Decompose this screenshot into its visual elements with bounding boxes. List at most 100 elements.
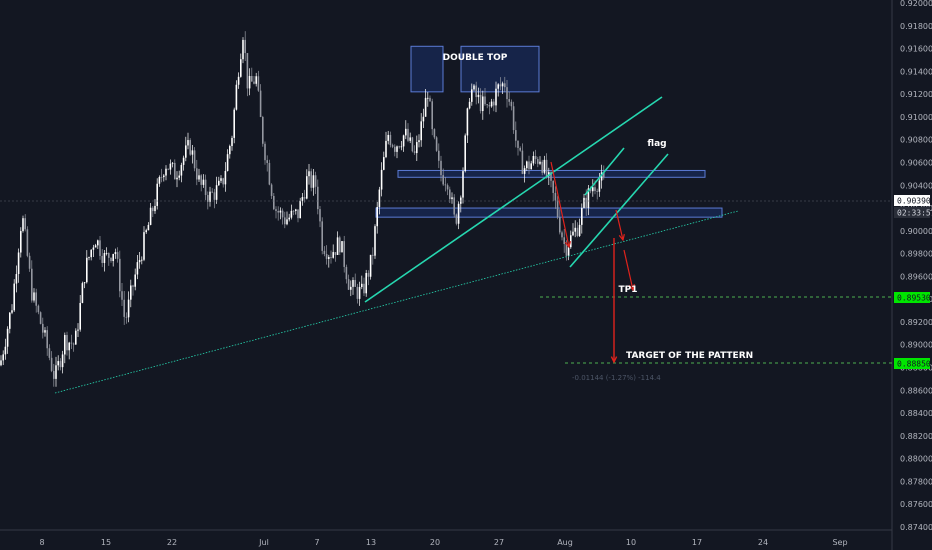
candle-body [114,252,117,254]
candle-body [303,197,306,199]
candle-body [484,96,486,105]
y-tick-label: 0.89600 [900,272,932,281]
candle-body [334,252,337,255]
candle-body [488,105,491,107]
candle-body [585,197,587,208]
time-axis[interactable]: 8 15 22 Jul 7 13 20 27 Aug 10 17 24 Sep [39,538,847,547]
candle-body [147,224,150,231]
candle-body [464,135,466,172]
candle-body [600,172,603,181]
candle-body [121,291,123,300]
x-tick-label: 8 [39,538,44,547]
candle-body [46,330,48,349]
countdown-badge: 02:33:51 [894,207,932,218]
candle-body [486,104,488,106]
candle-body [279,210,282,213]
candle-body [44,330,46,333]
candle-body [526,161,528,169]
candle-body [574,227,576,232]
candle-body [295,209,297,211]
candle-body [185,145,187,158]
y-tick-label: 0.91000 [900,113,932,122]
candle-body [532,156,535,164]
candle-body [545,159,548,177]
arrow-drop-2-head [618,234,625,242]
candle-body [57,361,59,366]
candle-body [196,168,198,180]
x-tick-label: 24 [758,538,768,547]
arrow-drop-3 [623,249,634,291]
candle-body [358,287,361,299]
candle-body [314,175,317,187]
candle-body [127,299,130,318]
candle-body [312,175,315,188]
candle-body [149,207,152,225]
candle-body [455,214,458,224]
candle-body [187,140,189,146]
candle-body [556,200,559,218]
candle-body [387,134,389,141]
candle-body [235,84,238,110]
candle-body [446,185,449,190]
candle-body [174,162,176,180]
candle-body [26,229,29,256]
candle-body [321,221,323,251]
candle-body [508,99,510,102]
x-tick-label: 13 [366,538,376,547]
candle-body [563,237,565,244]
candle-body [75,330,77,345]
candle-body [180,164,183,176]
candle-body [288,217,290,220]
candle-body [376,206,378,227]
y-tick-label: 0.88000 [900,455,932,464]
candle-body [475,85,477,98]
candle-body [385,140,387,158]
candle-body [389,134,392,146]
candle-body [141,259,143,261]
candle-body [55,365,57,379]
candle-body [339,237,341,253]
candle-body [578,224,581,236]
candle-body [592,187,594,192]
candle-body [594,187,596,192]
candle-body [11,310,13,313]
candle-body [451,197,453,200]
candle-body [264,143,266,161]
tp1-label: TP1 [619,285,638,295]
candle-body [68,342,70,351]
candle-body [297,209,299,219]
candle-body [308,171,310,177]
flag-label: flag [647,139,666,149]
wedge-support-line [364,96,663,303]
candle-body [165,168,167,176]
candle-body [167,168,169,170]
candle-body [50,357,53,371]
candle-body [4,346,7,355]
candle-body [125,316,128,318]
y-tick-label: 0.90400 [900,181,932,190]
candle-body [35,292,37,306]
candle-body [466,108,469,136]
candle-body [152,207,154,212]
candle-body [224,170,227,185]
candle-body [394,146,396,152]
y-tick-label: 0.89200 [900,318,932,327]
candle-body [490,101,493,107]
candle-body [53,370,55,379]
candle-body [66,334,68,351]
candle-body [233,109,235,138]
candle-body [15,273,18,284]
candle-body [0,360,2,366]
candle-body [367,273,370,277]
candle-body [163,175,165,178]
x-tick-label: Sep [832,538,847,547]
candle-body [88,257,90,258]
y-tick-label: 0.90600 [900,158,932,167]
candle-body [262,116,264,144]
candle-body [64,334,66,355]
candle-body [517,140,519,148]
candle-body [119,258,121,292]
y-tick-label: 0.91400 [900,67,932,76]
candle-body [453,197,455,215]
